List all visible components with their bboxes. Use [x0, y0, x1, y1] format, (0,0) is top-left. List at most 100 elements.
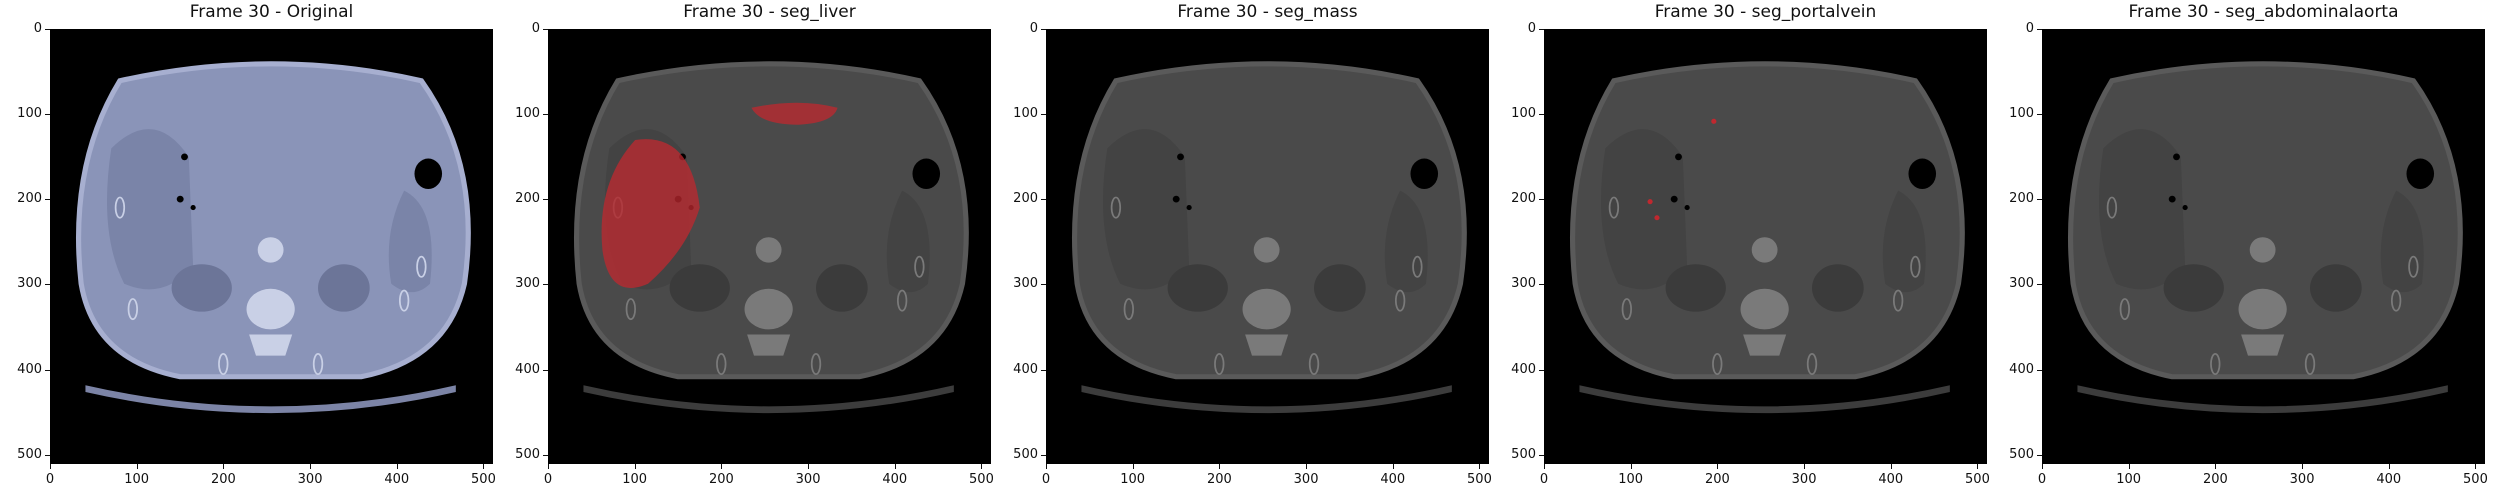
y-tick-label: 0	[33, 21, 42, 36]
scan-table	[85, 385, 456, 414]
y-tick-label: 200	[515, 191, 540, 207]
kidney-right	[816, 264, 868, 312]
x-tick-label: 0	[543, 472, 553, 487]
y-tick-mark	[45, 454, 50, 456]
ct-image	[548, 29, 991, 464]
y-tick-label: 200	[2009, 191, 2034, 207]
y-tick-label: 0	[531, 21, 540, 36]
y-tick-mark	[1539, 29, 1544, 30]
spleen-tissue	[1882, 190, 1926, 293]
kidney-left	[1167, 264, 1228, 312]
x-tick-mark	[2302, 464, 2304, 469]
rib	[127, 298, 138, 321]
y-tick-label: 300	[2009, 276, 2034, 292]
aorta	[1751, 237, 1778, 263]
x-tick-label: 300	[795, 472, 821, 487]
y-tick-mark	[2037, 369, 2042, 371]
y-tick-mark	[45, 29, 50, 30]
spleen-tissue	[886, 190, 930, 293]
ct-image	[1544, 29, 1987, 464]
y-tick-mark	[543, 199, 548, 201]
x-tick-mark	[2215, 464, 2217, 469]
y-tick-label: 500	[1013, 446, 1038, 462]
portalvein-mask	[1647, 199, 1653, 205]
x-tick-label: 300	[297, 472, 323, 487]
portalvein-mask	[1711, 118, 1717, 124]
kidney-right	[318, 264, 370, 312]
x-tick-label: 200	[708, 472, 734, 487]
x-tick-mark	[894, 464, 896, 469]
spleen-tissue	[388, 190, 432, 293]
y-tick-label: 400	[1511, 361, 1536, 377]
x-tick-mark	[721, 464, 723, 469]
ct-image	[50, 29, 493, 464]
x-tick-label: 100	[1618, 472, 1644, 487]
liver-tissue	[1600, 129, 1688, 290]
x-tick-mark	[1544, 464, 1545, 469]
y-tick-label: 200	[1511, 191, 1536, 207]
kidney-left	[171, 264, 232, 312]
x-tick-mark	[981, 464, 983, 469]
rib	[1308, 353, 1320, 376]
x-tick-label: 200	[210, 472, 236, 487]
y-tick-label: 300	[515, 276, 540, 292]
y-tick-mark	[1041, 114, 1046, 116]
x-tick-label: 500	[471, 472, 496, 487]
x-tick-mark	[2128, 464, 2130, 469]
x-tick-mark	[1132, 464, 1134, 469]
x-tick-label: 0	[45, 472, 55, 487]
bowel-gas	[1908, 158, 1937, 189]
x-tick-label: 500	[1467, 472, 1492, 487]
x-tick-label: 300	[2289, 472, 2315, 487]
rib	[2210, 353, 2221, 376]
vertebra	[246, 288, 295, 330]
spleen-tissue	[1384, 190, 1428, 293]
y-tick-mark	[1539, 369, 1544, 371]
y-tick-label: 500	[515, 446, 540, 462]
rib	[2390, 289, 2402, 312]
y-tick-mark	[1041, 454, 1046, 456]
y-tick-mark	[543, 114, 548, 116]
y-tick-mark	[1539, 454, 1544, 456]
panel-liver-1: Frame 30 - seg_liver 0 100 200 300 400 500 0 100…	[498, 0, 994, 500]
bowel-gas	[912, 158, 941, 189]
x-tick-mark	[2475, 464, 2477, 469]
vertebra	[2238, 288, 2287, 330]
bowel-gas	[2406, 158, 2435, 189]
kidney-right	[1314, 264, 1366, 312]
vertebra	[1242, 288, 1291, 330]
y-tick-label: 300	[17, 276, 42, 292]
y-tick-mark	[1539, 199, 1544, 201]
rib	[1214, 353, 1225, 376]
y-tick-mark	[2037, 284, 2042, 286]
x-tick-mark	[50, 464, 51, 469]
y-tick-label: 300	[1013, 276, 1038, 292]
y-tick-mark	[1539, 114, 1544, 116]
rib	[2408, 255, 2419, 278]
x-tick-label: 100	[1120, 472, 1146, 487]
vertebra	[744, 288, 793, 330]
y-tick-mark	[2037, 29, 2042, 30]
aorta	[1253, 237, 1280, 263]
rib	[896, 289, 908, 312]
rib	[398, 289, 410, 312]
x-tick-label: 200	[1704, 472, 1730, 487]
rib	[1412, 255, 1423, 278]
y-tick-mark	[1041, 29, 1046, 30]
bowel-gas	[1410, 158, 1439, 189]
scan-table	[2077, 385, 2448, 414]
rib	[114, 196, 126, 219]
panel-none-0: Frame 30 - Original 0 100 200 300 400 500 0 100 2…	[0, 0, 496, 500]
kidney-left	[1665, 264, 1726, 312]
liver-tissue	[106, 129, 194, 290]
rib	[1910, 255, 1921, 278]
x-tick-mark	[1804, 464, 1806, 469]
x-tick-label: 100	[622, 472, 648, 487]
x-tick-label: 100	[124, 472, 150, 487]
y-tick-mark	[1041, 369, 1046, 371]
panel-title: Frame 30 - Original	[189, 2, 354, 22]
rib	[1123, 298, 1134, 321]
y-tick-mark	[45, 369, 50, 371]
y-tick-mark	[45, 284, 50, 286]
rib	[810, 353, 822, 376]
